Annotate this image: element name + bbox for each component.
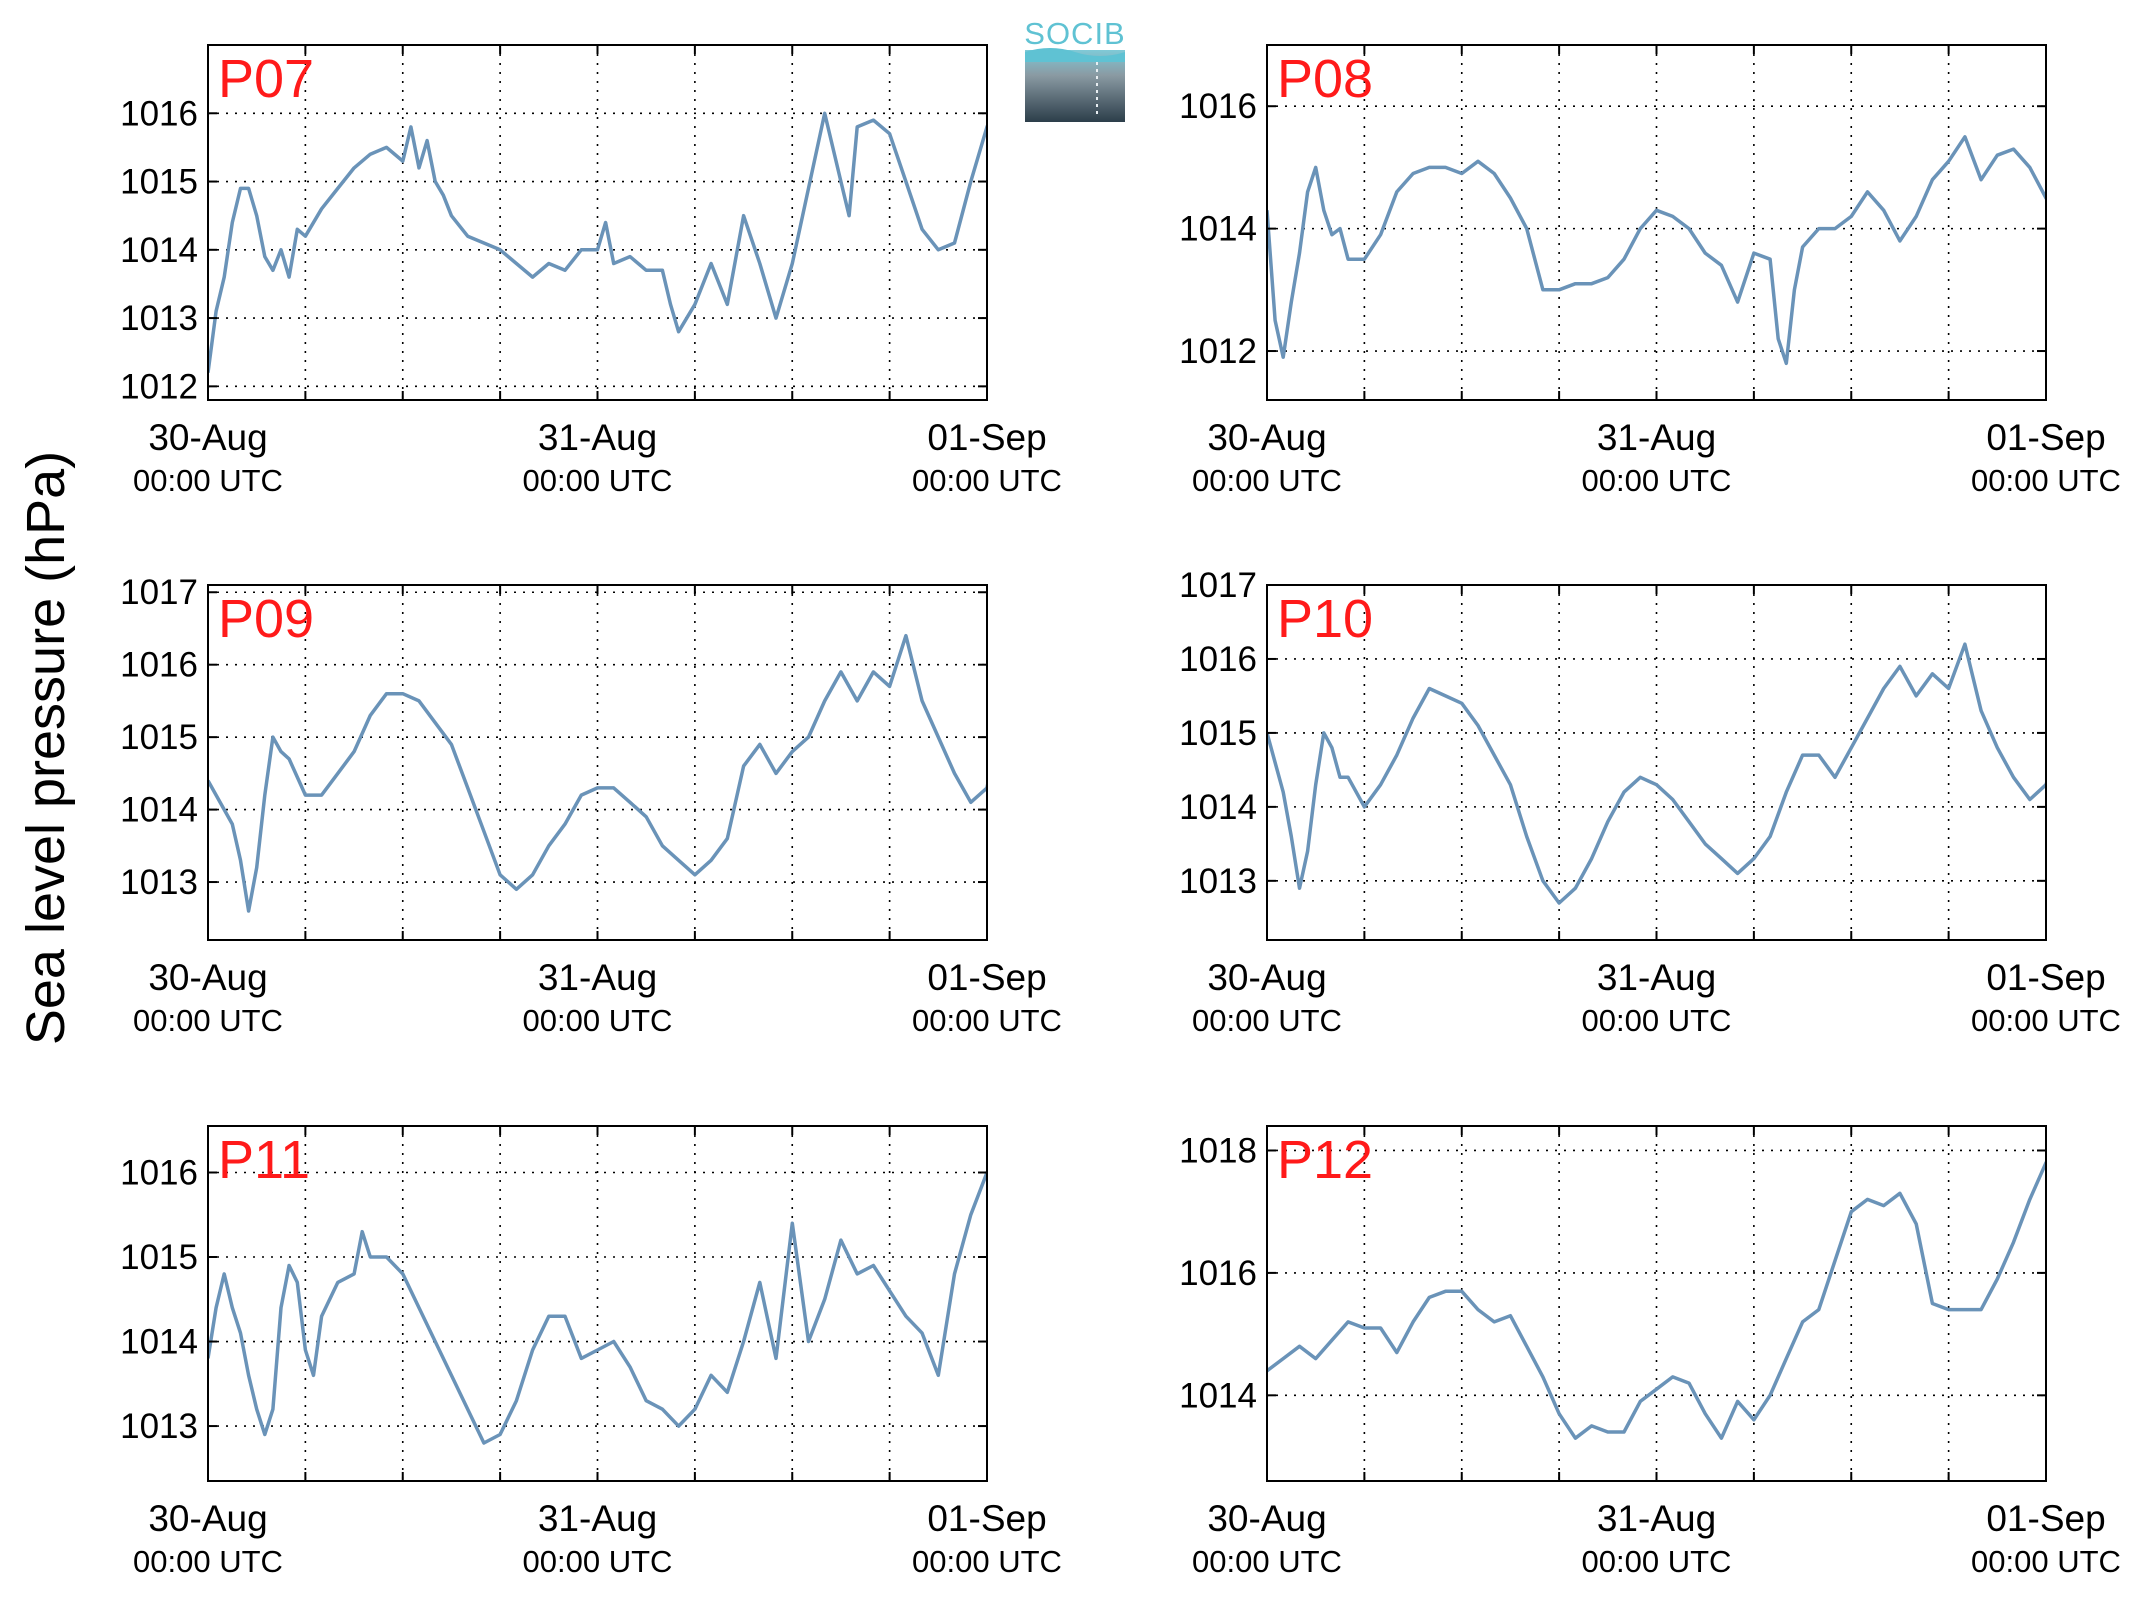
- y-tick-label: 1015: [120, 163, 198, 202]
- x-tick-label: 01-Sep: [927, 957, 1046, 998]
- plot-frame: [1266, 584, 2047, 941]
- y-tick-label: 1014: [1179, 788, 1257, 827]
- y-tick-label: 1012: [1179, 332, 1257, 371]
- panel-label: P11: [218, 1130, 310, 1190]
- socib-logo: SOCIB: [1024, 16, 1125, 122]
- y-tick-label: 1015: [120, 1238, 198, 1277]
- y-tick-label: 1016: [120, 94, 198, 133]
- plot-frame: [1266, 1125, 2047, 1482]
- y-tick-label: 1014: [120, 1323, 198, 1362]
- x-tick-label: 30-Aug: [1207, 957, 1326, 998]
- x-tick-label: 01-Sep: [1986, 1498, 2105, 1539]
- logo-text: SOCIB: [1024, 16, 1125, 51]
- x-tick-sublabel: 00:00 UTC: [1971, 1003, 2121, 1038]
- panel-p08: 1012 1014 1016 30-Aug 00:00 UTC 31-Aug 00:00 U…: [1179, 44, 2121, 498]
- y-tick-label: 1016: [120, 646, 198, 685]
- x-tick-label: 01-Sep: [1986, 417, 2105, 458]
- panel-label: P08: [1277, 49, 1373, 109]
- x-tick-label: 30-Aug: [1207, 1498, 1326, 1539]
- y-tick-label: 1013: [120, 863, 198, 902]
- y-tick-label: 1015: [1179, 714, 1257, 753]
- y-tick-label: 1018: [1179, 1131, 1257, 1170]
- x-tick-label: 30-Aug: [1207, 417, 1326, 458]
- x-tick-label: 30-Aug: [148, 417, 267, 458]
- y-tick-label: 1015: [120, 718, 198, 757]
- panel-label: P09: [218, 589, 314, 649]
- y-tick-label: 1016: [1179, 1254, 1257, 1293]
- pressure-line: [208, 633, 987, 913]
- x-tick-sublabel: 00:00 UTC: [1582, 1003, 1732, 1038]
- y-tick-label: 1016: [1179, 640, 1257, 679]
- pressure-line: [1267, 642, 2046, 905]
- y-tick-label: 1014: [120, 231, 198, 270]
- panel-p12: 1014 1016 1018 30-Aug 00:00 UTC 31-Aug 00:00 U…: [1179, 1125, 2121, 1579]
- x-tick-sublabel: 00:00 UTC: [1971, 1544, 2121, 1579]
- y-tick-label: 1014: [120, 791, 198, 830]
- panel-p07: 1012 1013 1014 1015 1016 30-Aug 00:00 UTC 31-Au…: [120, 44, 1062, 498]
- panel-label: P12: [1277, 1130, 1373, 1190]
- x-tick-sublabel: 00:00 UTC: [912, 1544, 1062, 1579]
- x-tick-sublabel: 00:00 UTC: [1192, 1544, 1342, 1579]
- y-tick-label: 1016: [120, 1153, 198, 1192]
- y-tick-label: 1013: [120, 1407, 198, 1446]
- x-tick-label: 31-Aug: [538, 417, 657, 458]
- x-tick-sublabel: 00:00 UTC: [912, 1003, 1062, 1038]
- y-tick-label: 1013: [1179, 862, 1257, 901]
- panel-p11: 1013 1014 1015 1016 30-Aug 00:00 UTC 31-Aug 00:…: [120, 1125, 1062, 1579]
- x-tick-label: 31-Aug: [538, 1498, 657, 1539]
- y-tick-label: 1014: [1179, 210, 1257, 249]
- plot-frame: [207, 584, 988, 941]
- pressure-line: [208, 111, 987, 373]
- y-tick-label: 1017: [120, 573, 198, 612]
- x-tick-label: 01-Sep: [927, 1498, 1046, 1539]
- y-tick-label: 1014: [1179, 1376, 1257, 1415]
- x-tick-label: 31-Aug: [1597, 1498, 1716, 1539]
- x-tick-sublabel: 00:00 UTC: [1582, 463, 1732, 498]
- x-tick-sublabel: 00:00 UTC: [523, 1003, 673, 1038]
- plot-frame: [207, 44, 988, 401]
- x-tick-sublabel: 00:00 UTC: [133, 463, 283, 498]
- x-tick-sublabel: 00:00 UTC: [1192, 1003, 1342, 1038]
- x-tick-label: 01-Sep: [1986, 957, 2105, 998]
- pressure-line: [208, 1170, 987, 1445]
- x-tick-label: 31-Aug: [1597, 957, 1716, 998]
- panel-p10: 1013 1014 1015 1016 1017 30-Aug 00:00 UTC 31-Au…: [1179, 566, 2121, 1038]
- x-tick-sublabel: 00:00 UTC: [133, 1003, 283, 1038]
- x-tick-sublabel: 00:00 UTC: [912, 463, 1062, 498]
- panel-label: P07: [218, 49, 314, 109]
- plot-frame: [207, 1125, 988, 1482]
- x-tick-sublabel: 00:00 UTC: [523, 463, 673, 498]
- logo-wave: [1025, 48, 1125, 62]
- y-axis-label: Sea level pressure (hPa): [16, 451, 76, 1045]
- panel-p09: 1013 1014 1015 1016 1017 30-Aug 00:00 UTC 31-Au…: [120, 573, 1062, 1038]
- x-tick-sublabel: 00:00 UTC: [1582, 1544, 1732, 1579]
- pressure-line: [1267, 1160, 2046, 1440]
- panels: 1012 1013 1014 1015 1016 30-Aug 00:00 UTC 31-Au…: [120, 44, 2121, 1579]
- x-tick-sublabel: 00:00 UTC: [133, 1544, 283, 1579]
- y-tick-label: 1012: [120, 367, 198, 406]
- x-tick-label: 31-Aug: [538, 957, 657, 998]
- pressure-line: [1267, 135, 2046, 366]
- x-tick-sublabel: 00:00 UTC: [523, 1544, 673, 1579]
- y-tick-label: 1017: [1179, 566, 1257, 605]
- x-tick-sublabel: 00:00 UTC: [1971, 463, 2121, 498]
- x-tick-label: 01-Sep: [927, 417, 1046, 458]
- panel-label: P10: [1277, 589, 1373, 649]
- x-tick-label: 31-Aug: [1597, 417, 1716, 458]
- y-tick-label: 1016: [1179, 87, 1257, 126]
- x-tick-label: 30-Aug: [148, 957, 267, 998]
- x-tick-sublabel: 00:00 UTC: [1192, 463, 1342, 498]
- y-tick-label: 1013: [120, 299, 198, 338]
- x-tick-label: 30-Aug: [148, 1498, 267, 1539]
